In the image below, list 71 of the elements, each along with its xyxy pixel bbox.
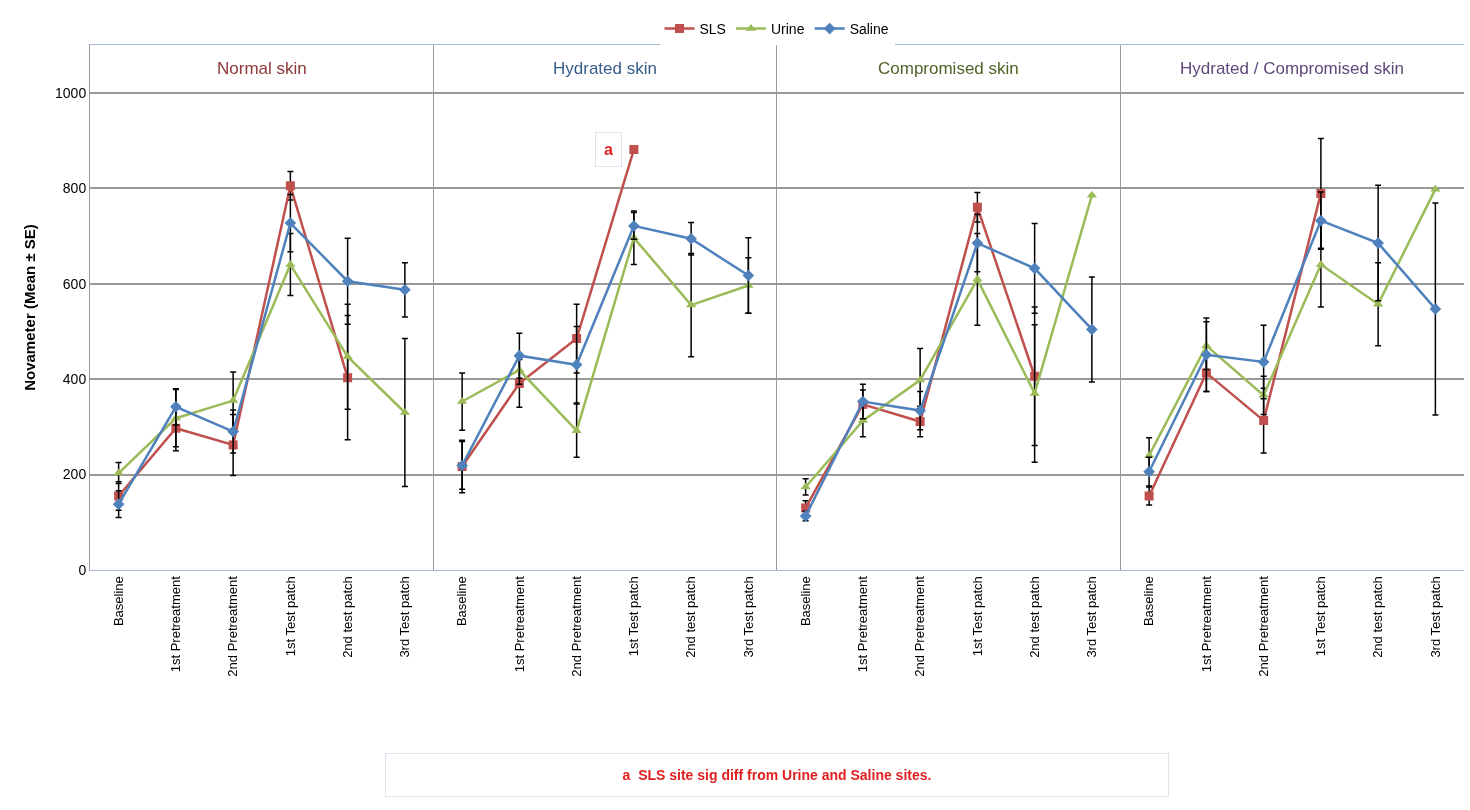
x-tick-label: 2nd Pretreatment — [1255, 575, 1271, 677]
point — [1430, 184, 1441, 192]
point — [971, 237, 984, 249]
point — [628, 220, 640, 232]
point — [1029, 388, 1040, 396]
x-tick-label: 2nd Pretreatment — [225, 575, 241, 677]
legend-label: SLS — [699, 21, 726, 38]
x-tick-label: 1st Pretreatment — [511, 575, 527, 673]
x-tick-label: Baseline — [797, 576, 813, 627]
point — [857, 395, 869, 408]
x-tick-label: 3rd Test patch — [1427, 576, 1443, 658]
x-tick-label: 1st Pretreatment — [1198, 575, 1214, 673]
point — [972, 202, 982, 212]
point — [1200, 348, 1213, 361]
x-tick-label: 2nd Pretreatment — [912, 575, 928, 677]
x-tick-label: 3rd Test patch — [397, 576, 413, 658]
legend-label: Saline — [849, 21, 889, 38]
text: Compromised skin — [878, 59, 1019, 78]
y-tick-label: 0 — [78, 561, 87, 578]
x-tick-label: 1st Pretreatment — [168, 575, 184, 673]
point — [1028, 262, 1041, 275]
point — [112, 498, 125, 510]
text: Hydrated / Compromised skin — [1180, 59, 1404, 78]
point — [800, 482, 811, 490]
point — [742, 269, 755, 282]
y-tick-label: 800 — [62, 180, 87, 197]
y-tick-label: 600 — [62, 275, 87, 292]
legend-label: Urine — [770, 21, 805, 38]
text: Hydrated skin — [553, 59, 657, 78]
y-tick-label: 400 — [62, 370, 87, 387]
x-tick-label: 2nd Pretreatment — [568, 575, 584, 677]
point — [170, 400, 182, 413]
point — [914, 404, 926, 417]
x-tick-label: 1st Test patch — [969, 576, 985, 657]
point — [1429, 303, 1442, 315]
x-tick-label: 1st Test patch — [282, 576, 298, 657]
x-tick-label: 3rd Test patch — [1084, 576, 1100, 658]
point — [1315, 214, 1327, 227]
y-tick-label: 1000 — [55, 84, 87, 101]
point — [1143, 465, 1155, 478]
point — [284, 217, 297, 229]
x-tick-label: 1st Test patch — [1313, 576, 1329, 657]
x-tick-label: 2nd test patch — [683, 576, 699, 658]
point — [972, 274, 983, 282]
x-tick-label: 2nd test patch — [1026, 576, 1042, 658]
y-tick-label: 200 — [62, 466, 87, 483]
annotation: a — [604, 141, 613, 158]
point — [570, 358, 583, 371]
x-tick-label: 2nd test patch — [1370, 576, 1386, 658]
point — [285, 181, 295, 191]
y-axis-title: Novameter (Mean ± SE) — [21, 224, 39, 391]
point — [1259, 416, 1269, 426]
point — [1257, 356, 1270, 368]
x-tick-label: 2nd test patch — [339, 576, 355, 658]
point — [341, 275, 354, 288]
x-tick-label: 1st Pretreatment — [855, 575, 871, 673]
x-tick-label: 1st Test patch — [626, 576, 642, 657]
point — [1086, 323, 1098, 336]
x-tick-label: Baseline — [110, 576, 126, 627]
point — [1144, 491, 1154, 501]
text: Normal skin — [217, 59, 307, 78]
x-tick-label: 3rd Test patch — [740, 576, 756, 658]
point — [399, 283, 411, 296]
point — [685, 232, 697, 245]
text: a SLS site sig diff from Urine and Saline sites. — [622, 767, 932, 783]
x-tick-label: Baseline — [1141, 576, 1157, 627]
point — [629, 145, 639, 155]
x-tick-label: Baseline — [454, 576, 470, 627]
point — [1372, 237, 1384, 249]
point — [513, 349, 526, 362]
point — [227, 425, 239, 438]
